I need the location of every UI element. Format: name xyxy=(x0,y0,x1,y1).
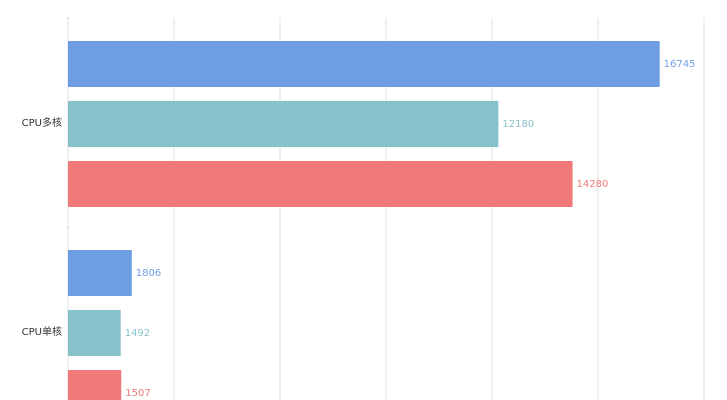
value-label: 1492 xyxy=(125,328,150,339)
bar xyxy=(68,161,573,207)
value-label: 12180 xyxy=(502,119,534,130)
bar xyxy=(68,310,121,356)
bar xyxy=(68,41,660,87)
value-label: 1507 xyxy=(125,388,150,399)
y-tick-label: CPU多核 xyxy=(22,116,62,129)
bar xyxy=(68,250,132,296)
bar xyxy=(68,101,499,147)
y-tick-label: CPU单核 xyxy=(22,325,62,338)
value-label: 16745 xyxy=(664,59,696,70)
value-label: 1806 xyxy=(136,268,161,279)
value-label: 14280 xyxy=(577,179,609,190)
bar xyxy=(68,370,122,400)
